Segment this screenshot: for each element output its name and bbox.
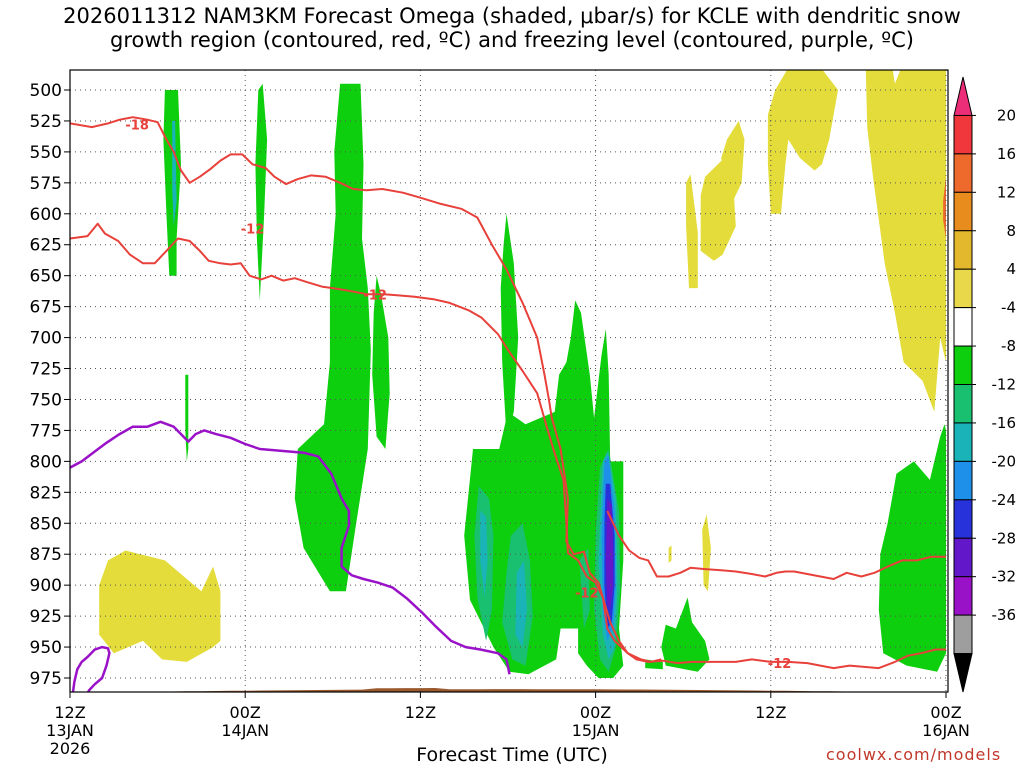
x-tick-label-5-0: 00Z <box>930 703 961 722</box>
colorbar-swatch-8 <box>953 384 973 424</box>
omega-region-28 <box>865 70 946 412</box>
dendritic-line-0 <box>70 116 946 670</box>
omega-region-3 <box>294 83 371 592</box>
colorbar-tip-bottom <box>953 653 973 693</box>
y-tick-label-6: 650 <box>30 267 62 287</box>
plot-frame <box>69 69 949 693</box>
colorbar-tip-top <box>953 76 973 116</box>
colorbar-swatch-14 <box>953 614 973 655</box>
colorbar-swatch-6 <box>953 307 973 347</box>
omega-region-24 <box>700 158 736 261</box>
y-tick-label-3: 575 <box>30 174 62 194</box>
credit-text: coolwx.com/models <box>826 745 1002 764</box>
title-line-1: 2026011312 NAM3KM Forecast Omega (shaded… <box>63 4 961 28</box>
y-tick-label-10: 750 <box>30 390 62 410</box>
dendritic-label-4: -12 <box>768 657 792 672</box>
omega-region-2 <box>255 83 268 301</box>
dendritic-label-1: -12 <box>241 223 265 238</box>
x-tick-label-0-1: 13JAN <box>46 721 94 740</box>
colorbar-swatch-9 <box>953 422 973 462</box>
freezing-level-line-1 <box>71 645 111 692</box>
colorbar-label-11: -28 <box>992 529 1017 547</box>
omega-region-5 <box>185 374 189 462</box>
colorbar-swatch-7 <box>953 345 973 385</box>
omega-region-17 <box>605 498 614 610</box>
y-tick-label-19: 975 <box>30 669 62 689</box>
omega-region-1 <box>172 120 177 227</box>
x-tick-label-0-0: 12Z <box>54 703 85 722</box>
ground-terrain <box>70 688 946 692</box>
y-tick-label-1: 525 <box>30 112 62 132</box>
colorbar-label-12: -32 <box>992 568 1017 586</box>
colorbar-swatch-11 <box>953 499 973 539</box>
colorbar-label-1: 16 <box>997 145 1016 163</box>
y-tick-label-13: 825 <box>30 483 62 503</box>
freezing-level-line-0 <box>70 420 511 675</box>
colorbar-label-2: 12 <box>997 183 1016 201</box>
colorbar-swatch-10 <box>953 460 973 501</box>
omega-region-21 <box>99 550 221 662</box>
dendritic-label-0: -18 <box>125 119 149 134</box>
x-tick-label-4-0: 12Z <box>755 703 786 722</box>
x-axis-title: Forecast Time (UTC) <box>416 744 608 766</box>
y-tick-label-9: 725 <box>30 360 62 380</box>
omega-region-25 <box>721 120 745 202</box>
colorbar-label-10: -24 <box>992 491 1017 509</box>
colorbar-label-7: -12 <box>992 376 1017 394</box>
omega-region-4 <box>372 275 390 449</box>
omega-region-20 <box>878 424 946 672</box>
y-tick-label-8: 700 <box>30 329 62 349</box>
y-tick-label-0: 500 <box>30 81 62 101</box>
x-tick-label-2-0: 12Z <box>405 703 436 722</box>
y-tick-label-11: 775 <box>30 421 62 441</box>
y-tick-label-15: 875 <box>30 545 62 565</box>
colorbar-label-13: -36 <box>992 606 1017 624</box>
dendritic-label-2: -12 <box>363 288 387 303</box>
colorbar-swatch-2 <box>953 153 973 193</box>
colorbar-swatch-5 <box>953 268 973 309</box>
y-tick-label-16: 900 <box>30 576 62 596</box>
dendritic-line-2 <box>606 510 946 580</box>
colorbar-swatch-4 <box>953 230 973 270</box>
omega-region-11 <box>515 560 527 648</box>
omega-region-22 <box>702 514 711 592</box>
colorbar-label-9: -20 <box>992 452 1017 470</box>
omega-region-9 <box>480 510 488 598</box>
omega-region-27 <box>767 70 838 214</box>
y-tick-label-12: 800 <box>30 452 62 472</box>
x-tick-label-1-1: 14JAN <box>221 721 269 740</box>
dendritic-line-1 <box>70 222 662 663</box>
colorbar-swatch-12 <box>953 537 973 578</box>
title-line-2: growth region (contoured, red, ºC) and f… <box>110 28 914 52</box>
omega-region-6 <box>500 213 519 437</box>
chart-title: 2026011312 NAM3KM Forecast Omega (shaded… <box>0 4 1024 52</box>
x-tick-label-3-0: 00Z <box>580 703 611 722</box>
omega-region-26 <box>686 174 698 289</box>
colorbar-swatch-3 <box>953 191 973 232</box>
y-tick-label-7: 675 <box>30 298 62 318</box>
x-tick-label-1-0: 00Z <box>230 703 261 722</box>
dendritic-label-3: -12 <box>575 587 599 602</box>
x-tick-label-5-1: 16JAN <box>922 721 970 740</box>
x-tick-label-3-1: 15JAN <box>572 721 620 740</box>
colorbar-label-4: 4 <box>1006 260 1016 278</box>
colorbar-label-0: 20 <box>997 106 1016 124</box>
colorbar-label-5: -4 <box>1001 299 1016 317</box>
y-tick-label-2: 550 <box>30 143 62 163</box>
colorbar-label-6: -8 <box>1001 337 1016 355</box>
y-tick-label-17: 925 <box>30 607 62 627</box>
colorbar-swatch-13 <box>953 576 973 616</box>
y-tick-label-18: 950 <box>30 638 62 658</box>
y-tick-label-5: 625 <box>30 236 62 256</box>
omega-region-18 <box>661 597 710 672</box>
omega-region-29 <box>943 176 946 239</box>
y-tick-label-14: 850 <box>30 514 62 534</box>
colorbar-swatch-1 <box>953 114 973 155</box>
plot-area: -18 -12 -12 -12 -12 <box>70 70 948 692</box>
colorbar-label-8: -16 <box>992 414 1017 432</box>
x-tick-label-0-2: 2026 <box>50 739 91 758</box>
y-tick-label-4: 600 <box>30 205 62 225</box>
colorbar-label-3: 8 <box>1006 222 1016 240</box>
